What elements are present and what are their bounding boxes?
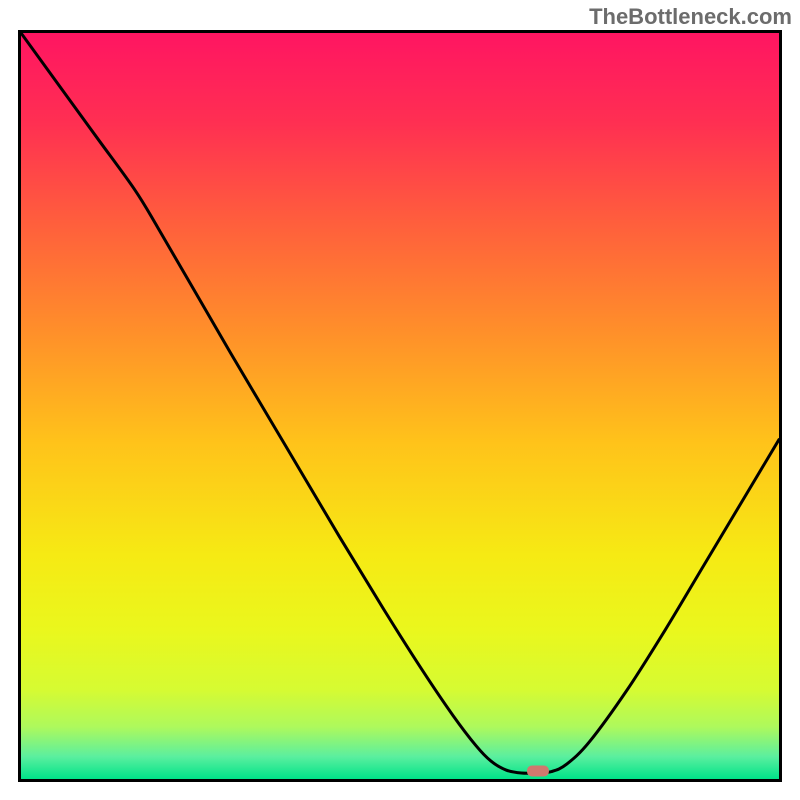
chart-container: TheBottleneck.com xyxy=(0,0,800,800)
gradient-background xyxy=(21,33,779,779)
optimal-marker xyxy=(527,766,549,777)
chart-svg xyxy=(21,33,779,779)
watermark-text: TheBottleneck.com xyxy=(589,4,792,30)
plot-area xyxy=(18,30,782,782)
